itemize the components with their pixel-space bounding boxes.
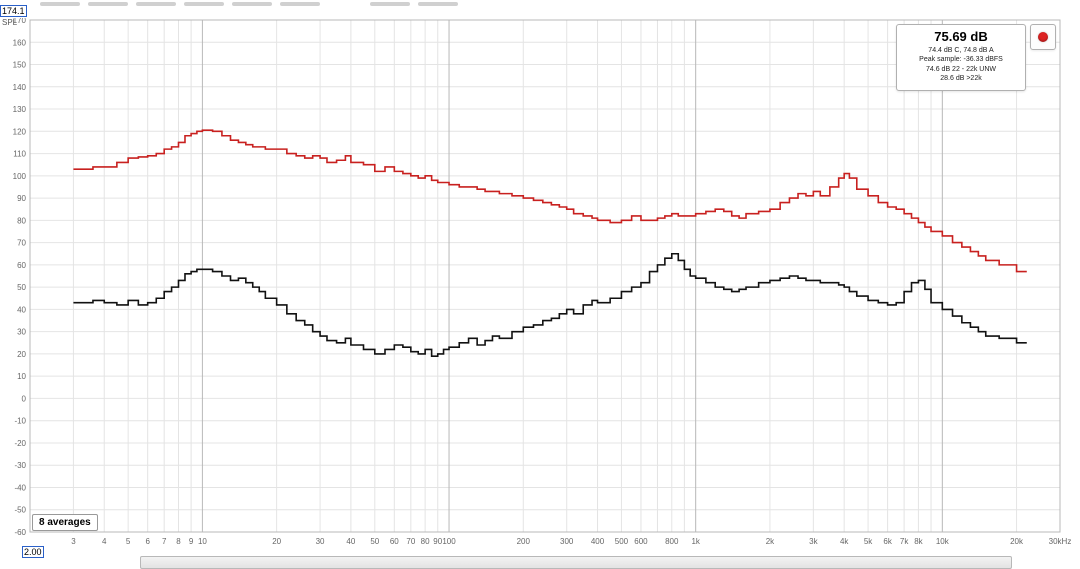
toolbar-button-stub[interactable]	[184, 2, 224, 6]
svg-text:6k: 6k	[883, 537, 892, 546]
svg-text:80: 80	[17, 216, 26, 225]
svg-text:100: 100	[13, 172, 27, 181]
spl-main-value: 75.69 dB	[903, 29, 1019, 44]
svg-text:30: 30	[17, 328, 26, 337]
svg-text:5k: 5k	[864, 537, 873, 546]
svg-text:90: 90	[17, 194, 26, 203]
svg-text:140: 140	[13, 83, 27, 92]
svg-text:4: 4	[102, 537, 107, 546]
svg-text:-30: -30	[14, 461, 26, 470]
svg-text:110: 110	[13, 150, 26, 159]
spl-info-line: 74.4 dB C, 74.8 dB A	[903, 46, 1019, 55]
spl-info-line: 28.6 dB >22k	[903, 74, 1019, 83]
spl-info-panel: 75.69 dB 74.4 dB C, 74.8 dB A Peak sampl…	[896, 24, 1026, 91]
svg-text:160: 160	[13, 38, 27, 47]
svg-text:-10: -10	[14, 417, 26, 426]
toolbar-button-stub[interactable]	[40, 2, 80, 6]
svg-text:170: 170	[13, 18, 27, 25]
toolbar-button-stub[interactable]	[370, 2, 410, 6]
svg-text:8k: 8k	[914, 537, 923, 546]
svg-text:-60: -60	[14, 528, 26, 537]
svg-text:4k: 4k	[840, 537, 849, 546]
svg-text:1k: 1k	[691, 537, 700, 546]
cursor-x-readout: 2.00	[22, 546, 44, 558]
svg-text:30kHz: 30kHz	[1049, 537, 1072, 546]
svg-text:10: 10	[17, 372, 26, 381]
toolbar-button-stub[interactable]	[418, 2, 458, 6]
spl-info-line: 74.6 dB 22 - 22k UNW	[903, 65, 1019, 74]
svg-text:5: 5	[126, 537, 131, 546]
top-toolbar	[0, 0, 1080, 18]
svg-text:130: 130	[13, 105, 27, 114]
svg-text:50: 50	[370, 537, 379, 546]
horizontal-scrollbar[interactable]	[140, 556, 1012, 569]
spl-info-line: Peak sample: -36.33 dBFS	[903, 55, 1019, 64]
svg-text:500: 500	[615, 537, 629, 546]
svg-text:3k: 3k	[809, 537, 818, 546]
svg-text:3: 3	[71, 537, 76, 546]
svg-text:70: 70	[406, 537, 415, 546]
svg-text:-40: -40	[14, 483, 26, 492]
svg-text:20: 20	[17, 350, 26, 359]
svg-text:60: 60	[17, 261, 26, 270]
svg-text:200: 200	[517, 537, 531, 546]
toolbar-button-stub[interactable]	[232, 2, 272, 6]
svg-text:40: 40	[17, 305, 26, 314]
svg-text:120: 120	[13, 127, 27, 136]
svg-text:8: 8	[176, 537, 181, 546]
svg-text:9: 9	[189, 537, 194, 546]
svg-text:20: 20	[272, 537, 281, 546]
spectrum-chart: -60-50-40-30-20-100102030405060708090100…	[0, 18, 1080, 560]
svg-text:600: 600	[634, 537, 648, 546]
toolbar-button-stub[interactable]	[136, 2, 176, 6]
averages-indicator: 8 averages	[32, 514, 98, 531]
chart-area: -60-50-40-30-20-100102030405060708090100…	[0, 18, 1080, 556]
svg-text:50: 50	[17, 283, 26, 292]
svg-text:0: 0	[22, 394, 27, 403]
svg-text:400: 400	[591, 537, 605, 546]
svg-text:90: 90	[433, 537, 442, 546]
record-icon	[1038, 32, 1048, 42]
svg-text:150: 150	[13, 61, 27, 70]
svg-text:60: 60	[390, 537, 399, 546]
svg-text:-50: -50	[14, 506, 26, 515]
svg-text:300: 300	[560, 537, 574, 546]
svg-text:7: 7	[162, 537, 167, 546]
toolbar-button-stub[interactable]	[88, 2, 128, 6]
svg-text:100: 100	[442, 537, 456, 546]
svg-text:30: 30	[316, 537, 325, 546]
svg-text:10: 10	[198, 537, 207, 546]
toolbar-button-stub[interactable]	[280, 2, 320, 6]
svg-text:20k: 20k	[1010, 537, 1024, 546]
svg-text:6: 6	[145, 537, 150, 546]
svg-text:80: 80	[421, 537, 430, 546]
svg-text:-20: -20	[14, 439, 26, 448]
svg-text:2k: 2k	[766, 537, 775, 546]
svg-text:70: 70	[17, 239, 26, 248]
svg-text:7k: 7k	[900, 537, 909, 546]
svg-text:800: 800	[665, 537, 679, 546]
svg-text:40: 40	[346, 537, 355, 546]
record-button[interactable]	[1030, 24, 1056, 50]
svg-text:10k: 10k	[936, 537, 950, 546]
cursor-y-readout: 174.1	[0, 5, 27, 17]
